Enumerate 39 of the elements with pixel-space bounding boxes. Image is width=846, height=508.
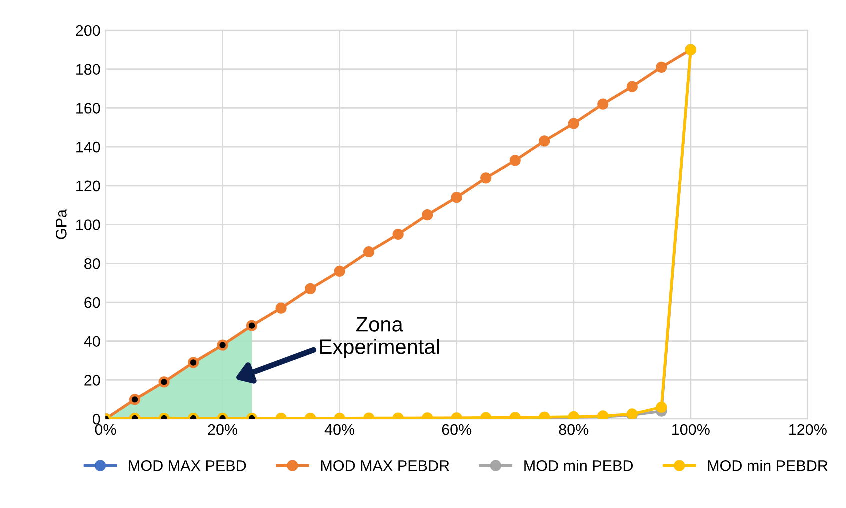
x-tick-label: 20%	[208, 424, 238, 436]
point	[480, 172, 492, 184]
point	[598, 98, 609, 110]
y-tick-label: 80	[84, 258, 100, 270]
x-tick-label: 80%	[559, 424, 589, 436]
legend-label: MOD MAX PEBD	[129, 460, 246, 472]
legend-label: MOD min PEBDR	[708, 460, 828, 472]
point	[656, 62, 668, 73]
x-tick-label: 120%	[790, 424, 827, 436]
y-tick-label: 120	[76, 180, 100, 192]
point	[451, 192, 462, 204]
y-axis-title: GPa	[56, 210, 67, 240]
y-tick-label: 180	[76, 64, 100, 76]
point	[392, 228, 404, 240]
y-tick-label: 60	[84, 297, 100, 308]
point	[656, 402, 668, 413]
annotation: Zona Experimental	[320, 317, 439, 358]
x-tick-label: 100%	[672, 424, 710, 436]
x-tick-label: 60%	[442, 424, 472, 436]
point	[539, 136, 550, 147]
y-tick-label: 140	[76, 142, 100, 153]
point	[304, 283, 316, 294]
point	[364, 246, 375, 258]
point	[626, 81, 638, 92]
point	[510, 155, 521, 166]
y-tick-label: 160	[76, 103, 100, 114]
y-tick-label: 40	[84, 336, 100, 348]
y-tick-label: 200	[76, 25, 100, 36]
legend-label: MOD min PEBD	[524, 460, 634, 472]
point	[422, 210, 434, 221]
y-tick-label: 20	[84, 375, 100, 386]
point	[568, 118, 580, 130]
legend-label: MOD MAX PEBDR	[321, 460, 450, 472]
y-tick-label: 100	[76, 220, 100, 230]
y-tick-label: 0	[92, 414, 100, 425]
point	[276, 302, 287, 314]
x-tick-label: 0%	[95, 424, 116, 436]
x-tick-label: 40%	[324, 424, 355, 436]
point	[334, 266, 346, 277]
